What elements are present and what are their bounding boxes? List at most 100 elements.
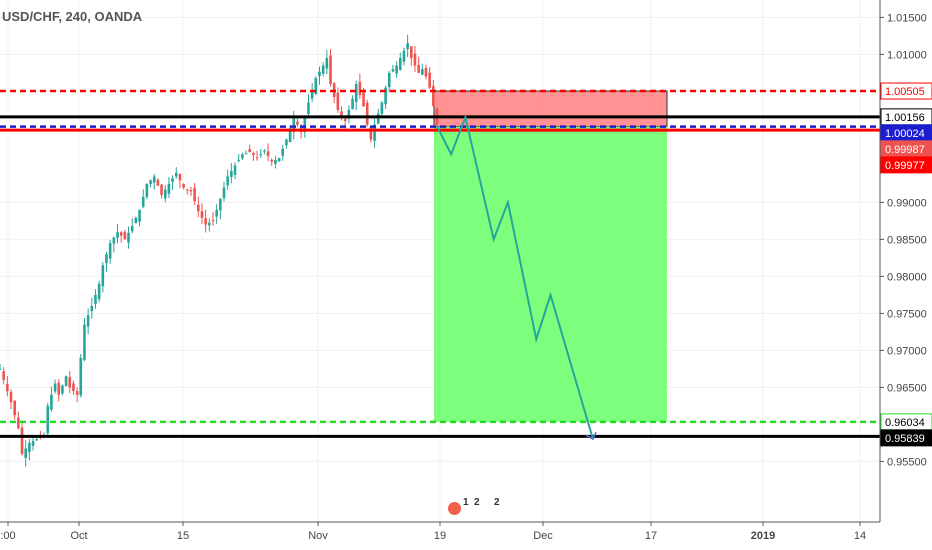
candle-body [141,196,145,207]
candle-body [145,183,149,197]
candle-body [90,306,94,312]
position-zones[interactable] [433,90,668,422]
candle-body [413,53,417,66]
candle-body [149,180,152,185]
candle-body [189,189,193,192]
candle-body [288,128,292,142]
candle-body [219,198,222,211]
candle-body [0,368,2,370]
candle-body [178,174,182,181]
symbol-title: USD/CHF, 240, OANDA [2,9,143,24]
candle-body [94,294,97,304]
candle-body [138,209,141,222]
x-tick-label: 17 [645,530,657,542]
candle-body [50,394,53,410]
candle-body [86,315,90,327]
candle-body [156,179,160,186]
candle-body [108,243,112,259]
candle-body [395,65,398,74]
candle-body [197,204,200,212]
candle-body [31,441,35,446]
candle-body [296,121,299,125]
take-profit-zone[interactable] [434,126,667,422]
candle-body [24,448,28,458]
candle-body [193,187,196,202]
candle-body [266,151,270,157]
x-tick-label: Nov [308,530,328,542]
projection-path [436,113,597,441]
price-label-text: 1.00505 [885,86,925,98]
candle-body [244,153,248,155]
time-axis-bg [0,522,932,550]
candle-body [241,154,244,159]
candle-body [376,113,380,124]
candle-body [428,72,431,88]
candle-body [9,391,13,403]
candle-body [362,91,365,107]
candle-body [112,237,116,244]
candle-body [123,232,127,240]
candle-body [398,58,402,70]
event-count: 2 [494,497,500,508]
candle-body [222,187,226,199]
candle-body [61,385,64,394]
price-label-text: 0.96034 [885,417,925,429]
candle-body [185,189,189,191]
candle-body [163,189,167,199]
candle-body [2,371,5,380]
candle-body [35,439,39,441]
candle-body [171,178,174,182]
candle-body [83,324,86,361]
candle-body [28,442,31,452]
candle-body [351,98,354,109]
candle-body [6,383,9,392]
candle-body [373,124,376,141]
candle-body [340,111,343,116]
x-tick-label: 2019 [751,530,775,542]
candle-body [417,64,420,73]
x-tick-label: Dec [533,530,553,542]
candle-body [167,183,171,194]
y-tick-label: 0.95500 [887,456,927,468]
candle-body [233,165,237,175]
event-count: 2 [474,497,480,508]
candle-body [255,157,259,159]
candle-body [387,72,391,88]
candle-body [314,78,318,94]
candle-body [259,154,263,156]
candle-body [68,377,72,388]
candle-body [20,427,24,454]
candle-body [226,176,229,186]
x-tick-label: 14 [854,530,866,542]
candle-body [119,232,123,236]
candle-body [64,376,68,386]
candle-body [285,139,288,146]
candle-body [116,232,119,238]
candle-body [281,148,285,156]
price-label-tag [880,156,932,174]
y-tick-label: 0.99000 [887,197,927,209]
x-tick-label: Oct [70,530,87,542]
candle-body [421,69,424,75]
candle-body [204,218,207,225]
candle-body [277,158,281,162]
price-label-text: 1.00024 [885,128,925,140]
candle-body [402,50,406,62]
y-tick-label: 1.01500 [887,12,927,24]
candle-body [211,220,215,222]
events-badge[interactable]: 1 2 2 [448,497,506,517]
candle-body [101,265,105,287]
candle-body [17,417,20,429]
candle-body [406,43,409,50]
y-tick-label: 0.97000 [887,345,927,357]
price-label-text: 0.99987 [885,144,925,156]
horizontal-price-lines[interactable] [0,89,880,438]
candle-body [358,81,362,96]
candle-body [292,117,296,132]
stop-loss-zone[interactable] [433,90,668,128]
candle-body [347,109,351,119]
candle-body [384,87,387,105]
y-tick-label: 0.96500 [887,382,927,394]
